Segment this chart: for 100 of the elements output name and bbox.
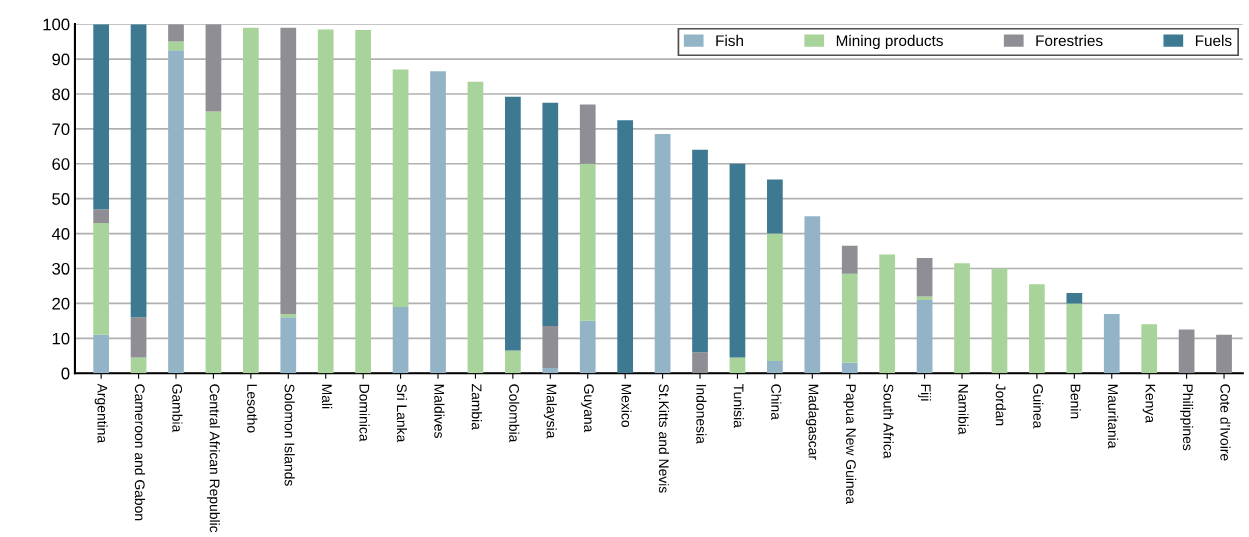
bar: [767, 233, 783, 361]
x-tick-label: Cote d'Ivoire: [1220, 384, 1231, 461]
x-tick-label: Indonesia: [696, 384, 707, 444]
bar: [1103, 313, 1120, 374]
bar: [1066, 292, 1083, 304]
bar: [243, 27, 259, 374]
x-tick-label: Dominica: [359, 384, 370, 442]
x-tick-label: Colombia: [509, 384, 520, 443]
x-tick-label: Cameroon and Gabon: [134, 384, 146, 521]
y-tick-label: 20: [52, 297, 70, 310]
bar: [505, 96, 521, 351]
bar: [579, 163, 596, 321]
x-tick-label: Argentina: [94, 383, 108, 444]
bar: [205, 24, 222, 112]
bar: [542, 102, 559, 327]
bar: [841, 273, 858, 363]
x-tick-label: Mali: [321, 384, 333, 409]
bar: [579, 320, 596, 374]
x-tick-label: Mexico: [621, 384, 632, 428]
x-tick-label: Mauritania: [1108, 384, 1119, 449]
bar: [93, 24, 109, 210]
x-tick-label: South Africa: [883, 384, 894, 459]
x-tick-label: Lesotho: [247, 384, 258, 433]
x-tick-label: Tunisia: [733, 383, 744, 428]
y-tick-label: 0: [61, 367, 70, 380]
bar: [841, 245, 858, 274]
bar: [729, 357, 746, 374]
bar: [130, 24, 147, 318]
y-tick-label: 10: [52, 332, 70, 345]
bar: [804, 216, 821, 374]
bar: [841, 362, 858, 374]
y-tick-label: 80: [52, 88, 70, 101]
bar: [542, 367, 559, 374]
bar: [1216, 334, 1232, 374]
bar: [916, 299, 933, 374]
bar: [579, 104, 596, 164]
bar: [505, 350, 521, 374]
bar: [430, 71, 446, 374]
x-tick-label: Papua New Guinea: [843, 384, 857, 505]
bar: [467, 81, 484, 374]
x-tick-label: Central African Republic: [206, 384, 220, 533]
x-tick-label: Fiji: [918, 384, 932, 401]
x-tick-label: St.Kitts and Nevis: [658, 384, 670, 493]
x-tick-label: China: [771, 384, 782, 420]
bar: [168, 41, 184, 51]
bar: [1141, 324, 1158, 374]
x-tick-label: Philippines: [1180, 384, 1194, 451]
bar: [168, 50, 184, 374]
x-tick-label: Guinea: [1033, 384, 1044, 429]
x-tick-label: Sri Lanka: [396, 384, 408, 443]
x-tick-label: Maldives: [434, 384, 445, 438]
bar: [692, 352, 708, 374]
bar: [1029, 284, 1045, 374]
bar: [392, 69, 409, 307]
bar: [729, 163, 746, 358]
bar: [916, 258, 933, 297]
bar: [767, 361, 783, 374]
y-tick-label: 50: [52, 193, 70, 205]
y-tick-label: 100: [43, 18, 70, 31]
bar: [205, 111, 222, 374]
legend-label: Mining products: [836, 34, 943, 50]
bar: [1066, 303, 1083, 374]
y-tick-label: 70: [52, 123, 70, 136]
x-tick-label: Zambia: [471, 384, 482, 430]
bar: [916, 296, 933, 300]
y-tick-label: 40: [51, 228, 70, 240]
bar: [954, 263, 970, 374]
bar: [317, 29, 334, 374]
y-tick-label: 90: [52, 53, 70, 66]
bar: [280, 27, 297, 314]
bar: [93, 334, 109, 374]
x-tick-label: Gambia: [172, 384, 183, 433]
bar: [130, 357, 147, 374]
bar: [168, 24, 184, 42]
x-tick-label: Madagascar: [805, 384, 819, 460]
bar: [767, 179, 783, 234]
bar: [355, 30, 372, 374]
y-tick-label: 60: [52, 158, 70, 170]
bar: [617, 120, 634, 374]
x-tick-label: Malaysia: [543, 384, 557, 439]
x-tick-label: Kenya: [1142, 384, 1156, 424]
bar: [879, 254, 896, 374]
x-tick-label: Namibia: [958, 384, 969, 435]
y-tick-label: 30: [52, 262, 70, 275]
bar: [280, 317, 297, 374]
x-tick-label: Benin: [1070, 384, 1081, 419]
bar: [542, 326, 559, 368]
x-tick-label: Jordan: [995, 383, 1006, 426]
bar: [692, 149, 708, 353]
legend-label: Forestries: [1036, 34, 1103, 47]
bar: [93, 223, 109, 335]
legend-label: Fuels: [1195, 34, 1232, 47]
bar: [654, 134, 671, 374]
bar: [991, 268, 1008, 374]
x-tick-label: Guyana: [581, 384, 594, 433]
legend-label: Fish: [716, 34, 743, 47]
x-tick-label: Solomon Islands: [284, 384, 295, 486]
bar: [93, 209, 109, 224]
bar: [392, 306, 409, 374]
bar: [130, 317, 147, 358]
